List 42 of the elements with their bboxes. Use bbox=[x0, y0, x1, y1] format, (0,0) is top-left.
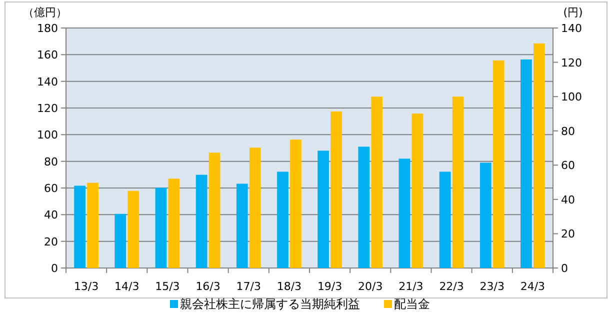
bar bbox=[318, 150, 329, 268]
y-tick-label: 140 bbox=[37, 75, 58, 88]
y-tick-label: 20 bbox=[44, 235, 58, 248]
y-tick-label: 160 bbox=[37, 48, 58, 62]
bar bbox=[87, 182, 98, 268]
y2-tick-label: 20 bbox=[561, 228, 575, 241]
y-tick-label: 40 bbox=[44, 208, 58, 222]
legend-label: 配当金 bbox=[394, 297, 430, 311]
x-tick-label: 20/3 bbox=[358, 280, 383, 293]
y-tick-label: 120 bbox=[37, 102, 58, 115]
legend-label: 親会社株主に帰属する当期純利益 bbox=[180, 297, 360, 311]
y2-tick-label: 60 bbox=[561, 159, 575, 172]
y2-tick-label: 100 bbox=[561, 90, 582, 104]
x-tick-label: 18/3 bbox=[276, 280, 302, 293]
x-tick-label: 17/3 bbox=[236, 280, 261, 293]
y-tick-label: 180 bbox=[37, 22, 58, 35]
x-tick-label: 24/3 bbox=[520, 280, 546, 293]
x-tick-label: 23/3 bbox=[480, 280, 504, 293]
x-tick-label: 21/3 bbox=[398, 280, 424, 293]
y-tick-label: 60 bbox=[44, 182, 58, 195]
bar bbox=[290, 140, 302, 268]
x-tick-label: 14/3 bbox=[114, 280, 140, 293]
y2-axis-title: (円) bbox=[563, 6, 583, 19]
y2-tick-label: 40 bbox=[561, 193, 575, 206]
x-tick-label: 19/3 bbox=[317, 280, 342, 293]
bar bbox=[520, 59, 532, 268]
y-axis-title: （億円） bbox=[23, 6, 67, 19]
bar bbox=[277, 172, 288, 268]
y2-tick-label: 120 bbox=[561, 56, 582, 70]
y-tick-label: 80 bbox=[44, 155, 58, 168]
bar bbox=[330, 111, 342, 268]
bar bbox=[534, 43, 545, 268]
y-tick-label: 100 bbox=[37, 128, 58, 142]
y2-tick-label: 140 bbox=[561, 22, 582, 35]
x-tick-label: 22/3 bbox=[439, 280, 464, 293]
x-tick-label: 16/3 bbox=[196, 280, 220, 293]
x-tick-label: 13/3 bbox=[74, 280, 99, 293]
y-tick-label: 0 bbox=[51, 262, 58, 275]
bar bbox=[74, 186, 86, 268]
y2-tick-label: 0 bbox=[561, 262, 568, 275]
y2-tick-label: 80 bbox=[561, 124, 575, 138]
x-tick-label: 15/3 bbox=[155, 280, 180, 293]
